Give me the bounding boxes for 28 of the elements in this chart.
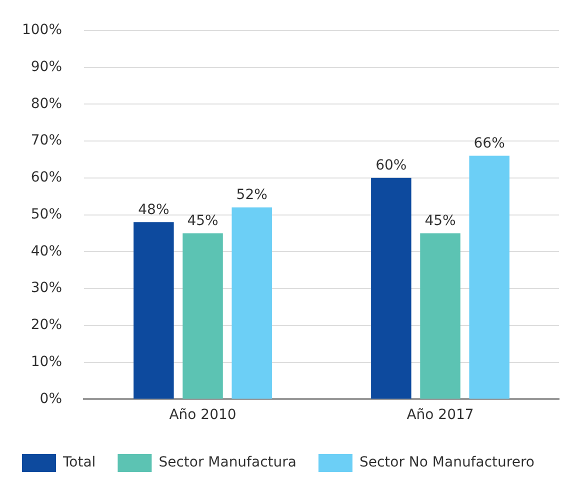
x-tick-label: Año 2017 [406, 407, 474, 424]
bar [134, 222, 174, 399]
y-tick-label: 50% [30, 206, 62, 222]
y-tick-label: 90% [30, 58, 62, 75]
data-label: 60% [376, 158, 407, 174]
y-tick-label: 0% [40, 390, 62, 407]
data-label: 45% [187, 212, 218, 229]
bar [420, 233, 460, 399]
y-tick-label: 80% [30, 96, 62, 112]
x-tick-label: Año 2010 [169, 407, 236, 424]
legend-label: Sector Manufactura [158, 454, 296, 471]
data-label: 45% [424, 212, 456, 229]
y-tick-label: 20% [30, 317, 62, 334]
y-tick-label: 60% [30, 170, 62, 186]
data-label: 48% [138, 202, 170, 218]
y-tick-label: 70% [30, 132, 62, 149]
bar [232, 207, 272, 399]
legend-label: Total [62, 454, 96, 471]
legend-label: Sector No Manufacturero [359, 454, 534, 471]
y-tick-label: 40% [30, 243, 62, 260]
y-tick-label: 10% [30, 354, 62, 370]
bar [371, 178, 412, 399]
bar [469, 156, 510, 399]
data-label: 52% [236, 187, 268, 204]
bar [182, 233, 223, 399]
y-tick-label: 30% [30, 280, 62, 296]
y-tick-label: 100% [22, 22, 62, 38]
data-label: 66% [474, 135, 505, 152]
